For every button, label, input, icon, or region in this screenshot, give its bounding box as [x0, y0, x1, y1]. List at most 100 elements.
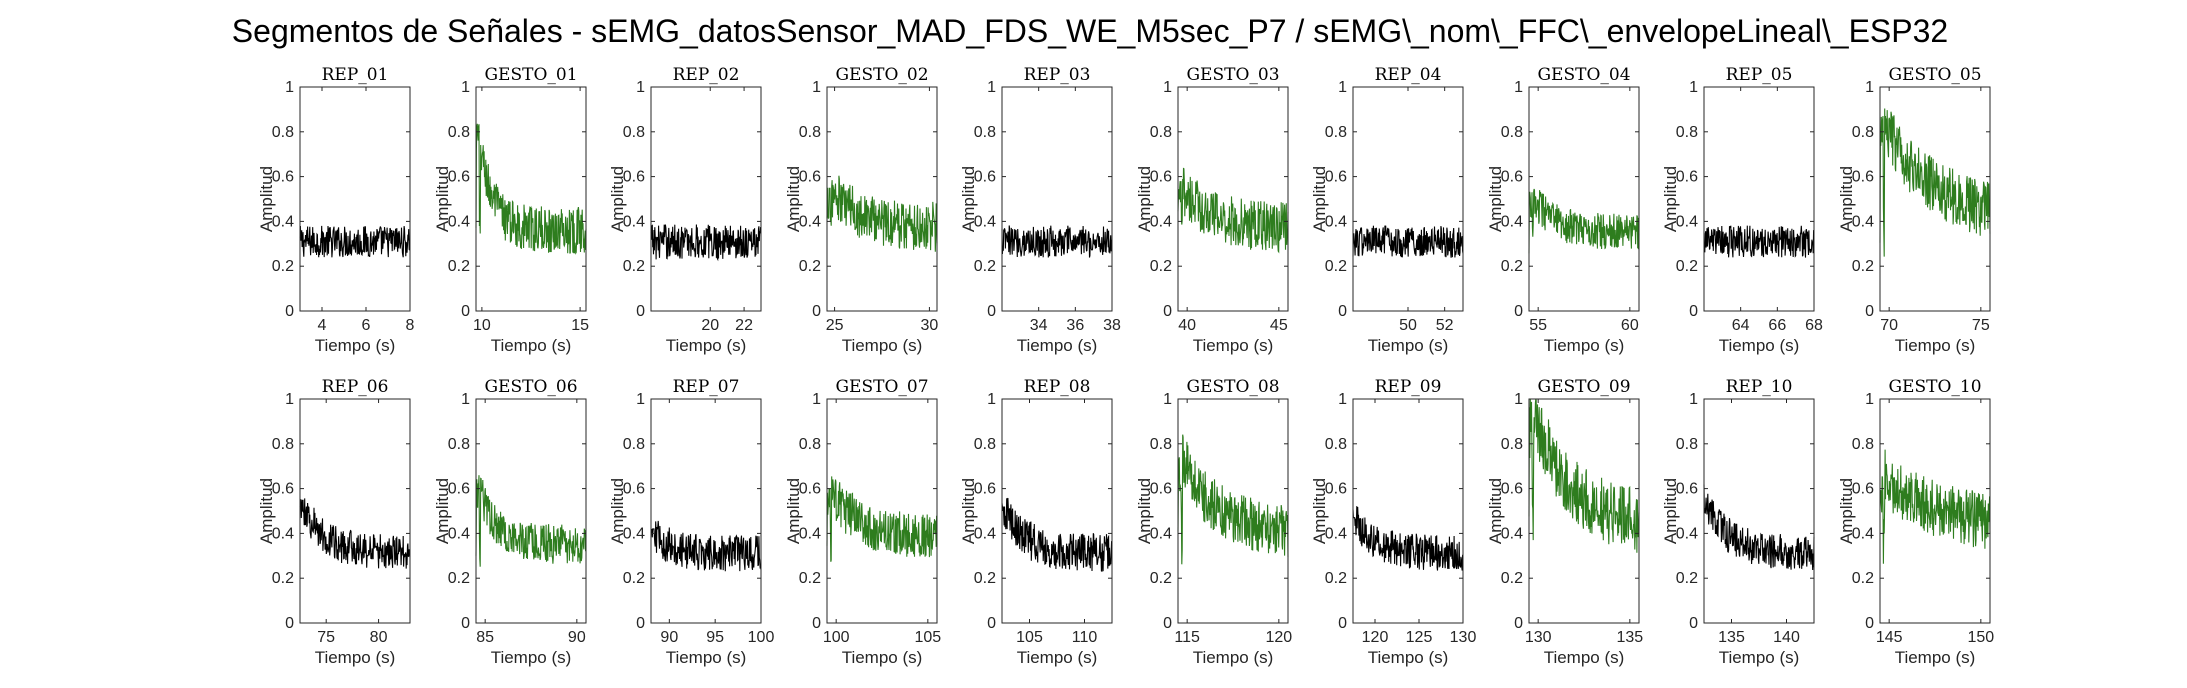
y-tick-label: 0.2: [1325, 570, 1347, 587]
subplot-rep_08: REP_08 0 0.2 0.4 0.6 0.8 1 105 110 Tiempo (s) Ampl…: [959, 377, 1113, 667]
signal-line: [1528, 398, 1640, 553]
signal-line: [299, 498, 411, 569]
x-tick-label: 120: [1265, 629, 1292, 646]
y-tick-label: 0.6: [1150, 169, 1172, 186]
axes-box: [826, 86, 938, 312]
y-tick-label: 0: [461, 615, 470, 632]
y-tick-label: 1: [1514, 79, 1523, 96]
y-axis-label: Amplitud: [433, 478, 452, 544]
y-tick-label: 0.6: [974, 481, 996, 498]
x-tick-label: 75: [1972, 317, 1990, 334]
y-axis-label: Amplitud: [433, 166, 452, 232]
axes-box: [1703, 398, 1815, 624]
subplot-title: REP_09: [1375, 377, 1442, 397]
x-axis-label: Tiempo (s): [1895, 648, 1976, 667]
y-tick-label: 0.4: [272, 213, 294, 230]
x-axis-label: Tiempo (s): [842, 648, 923, 667]
y-tick-label: 0.8: [1325, 436, 1347, 453]
y-tick-label: 0.2: [974, 258, 996, 275]
x-axis-label: Tiempo (s): [1017, 648, 1098, 667]
y-tick-label: 0.4: [448, 213, 470, 230]
y-tick-label: 0.4: [1325, 525, 1347, 542]
signal-line: [1352, 225, 1464, 258]
signal-line: [1001, 225, 1113, 258]
signal-line: [826, 476, 938, 562]
subplot-title: REP_10: [1726, 377, 1793, 397]
subplot-title: REP_06: [322, 377, 389, 397]
y-tick-label: 1: [987, 391, 996, 408]
y-tick-label: 1: [1163, 79, 1172, 96]
y-tick-label: 0.8: [1676, 436, 1698, 453]
x-tick-label: 68: [1805, 317, 1823, 334]
y-axis-label: Amplitud: [257, 478, 276, 544]
x-axis-label: Tiempo (s): [1017, 336, 1098, 355]
subplot-title: GESTO_05: [1888, 65, 1981, 85]
subplot-rep_05: REP_05 0 0.2 0.4 0.6 0.8 1 64 66 68 Tiempo (s) Ampl…: [1661, 65, 1823, 355]
y-tick-label: 0.8: [1676, 124, 1698, 141]
y-axis-label: Amplitud: [1837, 166, 1856, 232]
y-tick-label: 0.4: [974, 213, 996, 230]
x-axis-label: Tiempo (s): [491, 336, 572, 355]
y-tick-label: 0.8: [1325, 124, 1347, 141]
x-tick-label: 130: [1525, 629, 1552, 646]
y-tick-label: 1: [636, 79, 645, 96]
axes-box: [826, 398, 938, 624]
y-tick-label: 0: [1865, 615, 1874, 632]
x-tick-label: 20: [701, 317, 719, 334]
y-tick-label: 0: [1163, 303, 1172, 320]
axes-box: [1528, 86, 1640, 312]
y-tick-label: 0: [1338, 615, 1347, 632]
y-axis-label: Amplitud: [1135, 478, 1154, 544]
axes-box: [1879, 86, 1991, 312]
subplot-gesto_06: GESTO_06 0 0.2 0.4 0.6 0.8 1 85 90 Tiempo (s) Ampl…: [433, 377, 587, 667]
subplot-title: GESTO_01: [484, 65, 577, 85]
y-tick-label: 0: [1514, 615, 1523, 632]
y-axis-label: Amplitud: [1310, 166, 1329, 232]
signal-line: [650, 224, 762, 262]
y-axis-label: Amplitud: [959, 478, 978, 544]
y-tick-label: 0.6: [1852, 481, 1874, 498]
y-tick-label: 0.8: [799, 124, 821, 141]
subplot-title: GESTO_04: [1537, 65, 1630, 85]
y-tick-label: 0.2: [799, 258, 821, 275]
y-tick-label: 0.4: [974, 525, 996, 542]
y-tick-label: 0.8: [448, 436, 470, 453]
signal-line: [1879, 449, 1991, 564]
x-tick-label: 6: [362, 317, 371, 334]
x-tick-label: 150: [1967, 629, 1994, 646]
y-tick-label: 0.6: [1676, 481, 1698, 498]
y-tick-label: 0.4: [1501, 213, 1523, 230]
axes-box: [1352, 398, 1464, 624]
x-tick-label: 52: [1436, 317, 1454, 334]
y-tick-label: 0: [812, 615, 821, 632]
y-tick-label: 0.6: [799, 169, 821, 186]
axes-box: [1352, 86, 1464, 312]
axes-box: [475, 86, 587, 312]
y-tick-label: 0.4: [1150, 213, 1172, 230]
x-axis-label: Tiempo (s): [315, 336, 396, 355]
subplot-rep_01: REP_01 0 0.2 0.4 0.6 0.8 1 4 6 8 Tiempo (s) Amplitu…: [257, 65, 415, 355]
subplot-gesto_03: GESTO_03 0 0.2 0.4 0.6 0.8 1 40 45 Tiempo (s) Ampl…: [1135, 65, 1289, 355]
axes-box: [1177, 86, 1289, 312]
x-tick-label: 30: [921, 317, 939, 334]
axes-box: [1528, 398, 1640, 624]
y-tick-label: 0.2: [272, 570, 294, 587]
y-tick-label: 0.8: [1852, 124, 1874, 141]
subplot-gesto_02: GESTO_02 0 0.2 0.4 0.6 0.8 1 25 30 Tiempo (s) Ampl…: [784, 65, 938, 355]
y-tick-label: 0: [636, 615, 645, 632]
y-tick-label: 0.8: [623, 436, 645, 453]
x-tick-label: 145: [1876, 629, 1903, 646]
x-tick-label: 85: [476, 629, 494, 646]
y-tick-label: 0.6: [272, 481, 294, 498]
y-tick-label: 1: [1338, 79, 1347, 96]
y-tick-label: 0.6: [448, 169, 470, 186]
x-axis-label: Tiempo (s): [315, 648, 396, 667]
y-tick-label: 0: [1689, 303, 1698, 320]
x-tick-label: 64: [1732, 317, 1750, 334]
y-axis-label: Amplitud: [608, 478, 627, 544]
subplot-title: REP_01: [322, 65, 389, 85]
x-tick-label: 22: [735, 317, 753, 334]
x-axis-label: Tiempo (s): [1544, 648, 1625, 667]
y-tick-label: 0.2: [1676, 258, 1698, 275]
